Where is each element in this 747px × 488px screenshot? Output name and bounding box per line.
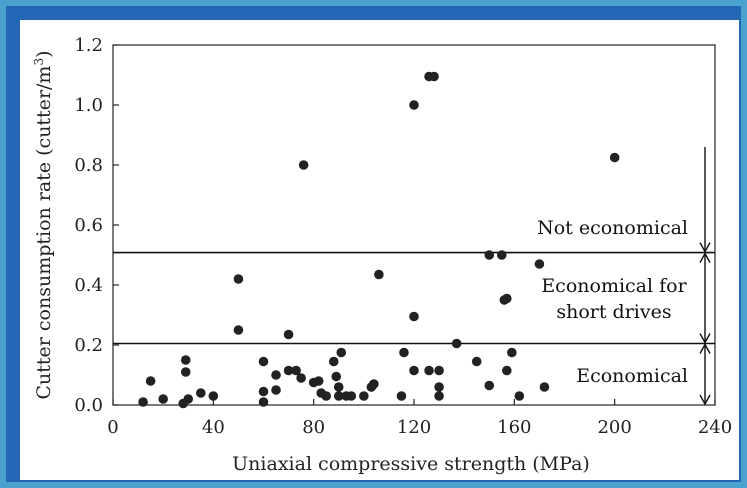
data-point xyxy=(534,259,545,269)
arrowhead-economical-bottom xyxy=(699,394,711,406)
data-point xyxy=(451,338,462,349)
data-point xyxy=(271,370,281,380)
y-tick-label: 0.4 xyxy=(74,275,103,296)
annotation-economical-short-2: short drives xyxy=(556,301,671,323)
data-point xyxy=(409,365,419,376)
data-point xyxy=(138,397,148,407)
data-point xyxy=(145,376,156,386)
data-point xyxy=(233,274,244,284)
x-tick-label: 80 xyxy=(302,417,325,438)
data-point xyxy=(424,365,434,376)
data-point xyxy=(484,250,495,260)
arrowhead-not-economical xyxy=(699,242,711,254)
data-point xyxy=(429,71,439,82)
x-tick-label: 120 xyxy=(397,417,431,438)
data-point xyxy=(374,269,384,280)
x-tick-label: 200 xyxy=(597,417,631,438)
data-point xyxy=(208,391,219,401)
data-point xyxy=(328,356,339,367)
data-point xyxy=(333,391,344,401)
data-point xyxy=(183,394,194,404)
data-point xyxy=(158,394,168,404)
x-tick-label: 160 xyxy=(497,417,531,438)
data-point xyxy=(333,382,344,392)
data-point xyxy=(609,152,620,163)
x-tick-label: 40 xyxy=(202,417,225,438)
data-point xyxy=(502,293,512,304)
data-point xyxy=(369,379,379,389)
data-point xyxy=(283,329,294,340)
tick-marks xyxy=(112,44,716,406)
y-tick-label: 0.0 xyxy=(74,395,103,416)
y-tick-label: 1.0 xyxy=(74,95,103,116)
x-tick-label: 0 xyxy=(107,417,118,438)
data-point xyxy=(271,385,281,395)
data-point xyxy=(471,356,482,367)
arrowhead-short-top xyxy=(699,252,711,263)
tick-labels: 0 40 80 120 160 200 240 0.0 0.2 0.4 0.6 0.8 1.0 1.2 xyxy=(74,35,732,438)
y-tick-label: 0.6 xyxy=(74,215,103,236)
y-tick-label: 0.8 xyxy=(74,155,103,176)
data-point xyxy=(484,380,495,391)
data-point xyxy=(539,382,550,392)
annotation-economical-short-1: Economical for xyxy=(541,275,687,297)
data-point xyxy=(331,371,342,382)
outer-frame xyxy=(6,6,741,482)
data-point xyxy=(283,365,294,376)
annotation-not-economical: Not economical xyxy=(537,217,688,239)
data-point xyxy=(396,391,407,401)
data-point xyxy=(313,376,324,386)
data-points xyxy=(138,71,620,409)
data-point xyxy=(359,391,369,401)
data-point xyxy=(399,347,409,358)
data-point xyxy=(336,347,347,358)
y-axis-label-sup: 3 xyxy=(32,58,46,66)
data-point xyxy=(291,365,301,376)
arrowhead-economical-top xyxy=(699,343,711,354)
data-point xyxy=(507,347,517,358)
data-point xyxy=(409,311,419,322)
y-axis-label: Cutter consumption rate (cutter/m3) xyxy=(32,50,55,399)
y-axis-label-tail: ) xyxy=(33,50,55,57)
data-point xyxy=(233,325,244,335)
data-point xyxy=(258,386,269,397)
data-point xyxy=(298,160,309,170)
x-tick-label: 240 xyxy=(698,417,732,438)
data-point xyxy=(296,373,306,383)
data-point xyxy=(258,397,269,407)
threshold-lines xyxy=(113,251,715,345)
data-point xyxy=(195,388,206,398)
annotation-economical: Economical xyxy=(576,365,688,387)
data-point xyxy=(502,365,512,376)
data-point xyxy=(346,391,357,401)
data-point xyxy=(496,250,507,260)
arrowhead-short-bottom xyxy=(699,333,711,344)
data-point xyxy=(434,382,444,392)
data-point xyxy=(180,367,191,377)
data-point xyxy=(321,391,332,401)
data-point xyxy=(514,391,525,401)
data-point xyxy=(180,355,191,365)
y-tick-label: 1.2 xyxy=(74,35,103,56)
data-point xyxy=(434,365,444,376)
data-point xyxy=(434,391,444,401)
range-arrows xyxy=(699,147,711,406)
data-point xyxy=(409,100,419,110)
y-axis-label-main: Cutter consumption rate (cutter/m xyxy=(33,66,55,400)
y-tick-label: 0.2 xyxy=(74,335,103,356)
data-point xyxy=(258,356,269,367)
x-axis-label: Uniaxial compressive strength (MPa) xyxy=(232,453,590,475)
